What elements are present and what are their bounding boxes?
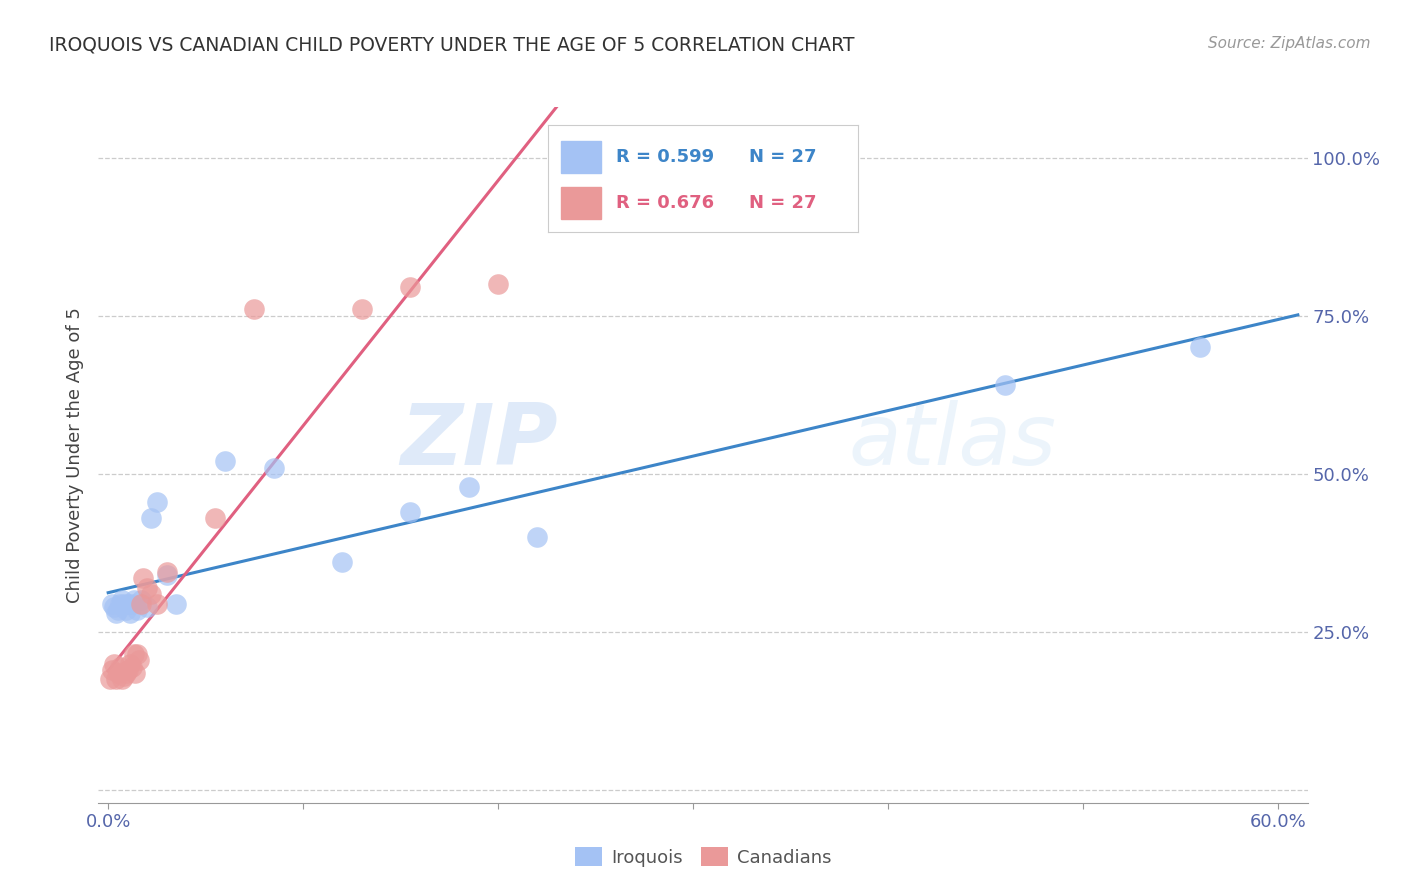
Canadians — [118, 657, 141, 671]
Legend: Iroquois, Canadians: Iroquois, Canadians — [568, 840, 838, 874]
Canadians — [104, 673, 127, 687]
Canadians — [399, 280, 422, 294]
Iroquois — [103, 599, 125, 614]
Canadians — [108, 660, 131, 674]
Canadians — [131, 597, 153, 611]
Canadians — [139, 587, 162, 601]
Iroquois — [131, 593, 153, 607]
FancyBboxPatch shape — [561, 141, 600, 173]
Canadians — [117, 663, 139, 677]
Iroquois — [104, 606, 127, 620]
Canadians — [98, 673, 121, 687]
Canadians — [350, 302, 373, 317]
Iroquois — [112, 597, 135, 611]
Canadians — [121, 660, 143, 674]
Canadians — [122, 647, 145, 661]
Text: ZIP: ZIP — [401, 400, 558, 483]
Iroquois — [458, 479, 481, 493]
Canadians — [103, 657, 125, 671]
Text: R = 0.676: R = 0.676 — [616, 194, 714, 212]
Iroquois — [107, 603, 129, 617]
Text: N = 27: N = 27 — [749, 194, 817, 212]
Iroquois — [136, 599, 159, 614]
Canadians — [146, 597, 169, 611]
Canadians — [107, 666, 129, 681]
Iroquois — [165, 597, 187, 611]
Iroquois — [156, 568, 179, 582]
Iroquois — [118, 606, 141, 620]
Canadians — [136, 581, 159, 595]
Text: R = 0.599: R = 0.599 — [616, 148, 714, 166]
Iroquois — [108, 597, 131, 611]
Canadians — [114, 666, 136, 681]
FancyBboxPatch shape — [561, 187, 600, 219]
Text: IROQUOIS VS CANADIAN CHILD POVERTY UNDER THE AGE OF 5 CORRELATION CHART: IROQUOIS VS CANADIAN CHILD POVERTY UNDER… — [49, 36, 855, 54]
Iroquois — [127, 603, 149, 617]
Iroquois — [101, 597, 124, 611]
Iroquois — [214, 454, 236, 468]
Iroquois — [117, 597, 139, 611]
Canadians — [112, 669, 135, 683]
Iroquois — [139, 511, 162, 525]
Text: atlas: atlas — [848, 400, 1056, 483]
Text: N = 27: N = 27 — [749, 148, 817, 166]
Iroquois — [994, 378, 1017, 392]
Canadians — [156, 565, 179, 579]
Canadians — [111, 673, 134, 687]
Iroquois — [111, 593, 134, 607]
Canadians — [132, 571, 155, 585]
Iroquois — [122, 593, 145, 607]
Iroquois — [263, 460, 285, 475]
Iroquois — [399, 505, 422, 519]
Canadians — [101, 663, 124, 677]
Iroquois — [121, 597, 143, 611]
Iroquois — [114, 603, 136, 617]
Iroquois — [526, 530, 548, 544]
Canadians — [124, 666, 146, 681]
Canadians — [486, 277, 509, 292]
Canadians — [127, 647, 149, 661]
Y-axis label: Child Poverty Under the Age of 5: Child Poverty Under the Age of 5 — [66, 307, 84, 603]
Iroquois — [1189, 340, 1212, 354]
Canadians — [204, 511, 226, 525]
Canadians — [243, 302, 266, 317]
Iroquois — [330, 556, 353, 570]
Text: Source: ZipAtlas.com: Source: ZipAtlas.com — [1208, 36, 1371, 51]
Canadians — [128, 653, 150, 667]
Iroquois — [146, 495, 169, 509]
